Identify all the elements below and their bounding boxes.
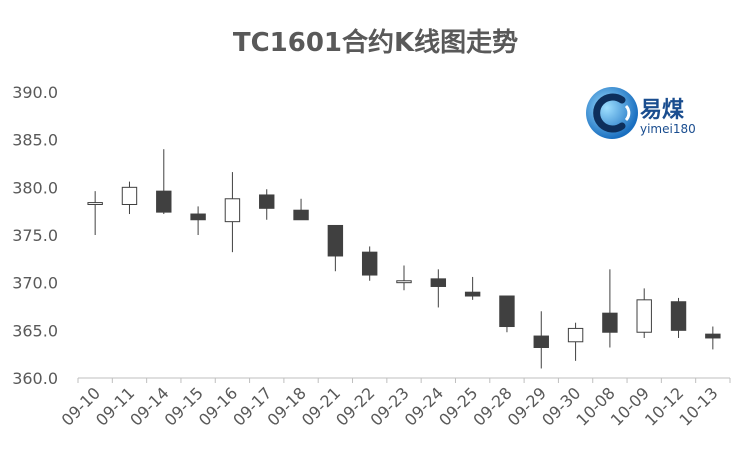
x-tick-label: 09-28 bbox=[469, 383, 515, 429]
logo-brand-en: yimei180 bbox=[640, 122, 696, 136]
candle-body bbox=[190, 213, 206, 221]
y-tick-label: 365.0 bbox=[12, 321, 58, 340]
x-tick-label: 09-29 bbox=[504, 383, 550, 429]
candle-body bbox=[670, 301, 687, 331]
y-tick-label: 375.0 bbox=[12, 226, 58, 245]
candle-body bbox=[293, 209, 309, 221]
y-tick-label: 390.0 bbox=[12, 83, 58, 102]
x-tick-label: 09-14 bbox=[126, 383, 172, 429]
candle-body bbox=[87, 202, 103, 205]
candle-body bbox=[705, 333, 721, 339]
y-tick-label: 370.0 bbox=[12, 274, 58, 293]
x-tick-label: 09-10 bbox=[58, 383, 104, 429]
logo-brand-cn: 易煤 bbox=[640, 98, 685, 123]
candle-body bbox=[636, 299, 652, 333]
chart-title: TC1601合约K线图走势 bbox=[232, 28, 519, 58]
x-tick-label: 09-25 bbox=[435, 383, 481, 429]
x-tick-label: 10-08 bbox=[572, 383, 618, 429]
candle-body bbox=[396, 280, 412, 284]
candle-body bbox=[602, 312, 618, 333]
candle-body bbox=[464, 291, 481, 297]
x-tick-label: 09-22 bbox=[332, 383, 378, 429]
yimei-logo-icon bbox=[586, 87, 638, 139]
candle-body bbox=[533, 335, 549, 348]
x-tick-label: 10-12 bbox=[641, 383, 687, 429]
x-tick-label: 09-23 bbox=[367, 383, 413, 429]
candle-body bbox=[430, 278, 447, 287]
x-tick-label: 09-16 bbox=[195, 383, 241, 429]
candle-body bbox=[567, 327, 584, 343]
x-tick-label: 09-17 bbox=[229, 383, 275, 429]
candle-body bbox=[156, 190, 172, 213]
y-tick-label: 360.0 bbox=[12, 369, 58, 388]
x-tick-label: 10-13 bbox=[675, 383, 721, 429]
x-tick-label: 09-11 bbox=[92, 383, 138, 429]
y-tick-label: 380.0 bbox=[12, 178, 58, 197]
candle-body bbox=[259, 194, 275, 209]
candle-body bbox=[121, 186, 138, 205]
x-tick-label: 09-18 bbox=[264, 383, 310, 429]
candle-body bbox=[361, 251, 378, 276]
candle-body bbox=[224, 198, 241, 223]
candle-body bbox=[499, 295, 515, 328]
x-tick-label: 09-15 bbox=[161, 383, 207, 429]
x-tick-label: 09-30 bbox=[538, 383, 584, 429]
x-tick-label: 09-21 bbox=[298, 383, 344, 429]
x-tick-label: 09-24 bbox=[401, 383, 447, 429]
y-tick-label: 385.0 bbox=[12, 131, 58, 150]
candle-body bbox=[327, 224, 344, 257]
x-tick-label: 10-09 bbox=[607, 383, 653, 429]
